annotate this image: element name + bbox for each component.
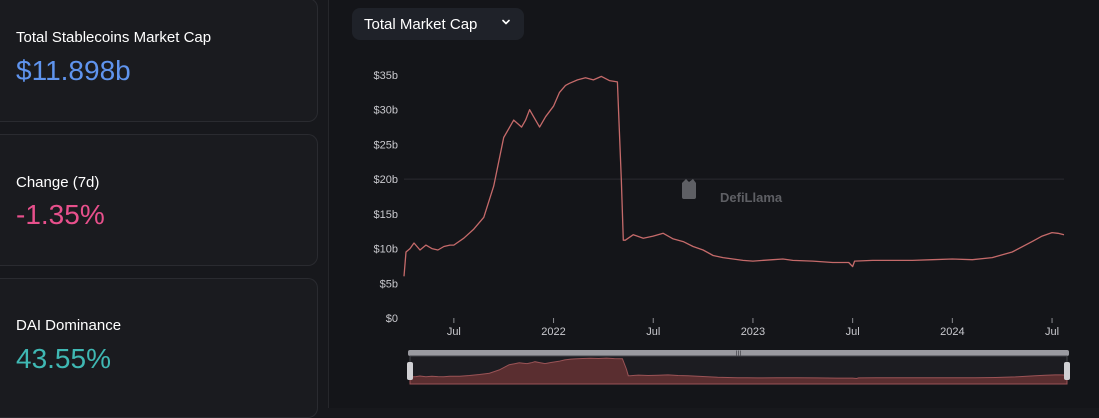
llama-logo-icon bbox=[682, 179, 696, 199]
change-7d-value: -1.35% bbox=[16, 199, 105, 230]
y-tick-label: $15b bbox=[374, 209, 398, 221]
brush-area-series bbox=[409, 357, 1068, 385]
market-cap-chart: $0 $5b $10b $15b $20b $25b $30b $35b Jul 2022 Jul 2… bbox=[374, 70, 1070, 385]
watermark: DefiLlama bbox=[682, 179, 783, 205]
change-7d-label: Change (7d) bbox=[16, 174, 100, 191]
total-market-cap-card: Total Stablecoins Market Cap $11.898b bbox=[0, 0, 318, 122]
watermark-text: DefiLlama bbox=[720, 190, 783, 205]
y-tick-label: $10b bbox=[374, 244, 398, 256]
x-tick-label: Jul bbox=[846, 326, 860, 338]
x-tick-label: 2022 bbox=[541, 326, 565, 338]
y-tick-label: $30b bbox=[374, 105, 398, 117]
dai-dominance-value: 43.55% bbox=[16, 343, 111, 374]
x-tick-label: 2023 bbox=[741, 326, 765, 338]
brush-right-handle[interactable] bbox=[1064, 362, 1070, 380]
y-tick-label: $35b bbox=[374, 70, 398, 82]
dai-dominance-label: DAI Dominance bbox=[16, 317, 122, 334]
total-market-cap-value: $11.898b bbox=[16, 55, 131, 86]
x-tick-label: Jul bbox=[1045, 326, 1059, 338]
change-7d-card: Change (7d) -1.35% bbox=[0, 134, 318, 266]
x-tick-label: Jul bbox=[646, 326, 660, 338]
dai-dominance-card: DAI Dominance 43.55% bbox=[0, 278, 318, 418]
brush-top-bar[interactable] bbox=[408, 350, 1069, 356]
x-tick-label: 2024 bbox=[940, 326, 964, 338]
chart-panel bbox=[328, 0, 1099, 408]
brush-grip-icon: ||| bbox=[736, 351, 742, 358]
total-market-cap-label: Total Stablecoins Market Cap bbox=[16, 29, 212, 46]
y-tick-label: $20b bbox=[374, 174, 398, 186]
y-tick-label: $5b bbox=[380, 278, 398, 290]
x-tick-label: Jul bbox=[447, 326, 461, 338]
market-cap-line bbox=[403, 75, 1065, 277]
chevron-down-icon bbox=[502, 19, 510, 25]
metric-dropdown-label: Total Market Cap bbox=[364, 15, 478, 33]
brush-left-handle[interactable] bbox=[407, 362, 413, 380]
y-tick-label: $0 bbox=[386, 313, 398, 325]
metric-dropdown[interactable]: Total Market Cap bbox=[352, 8, 524, 40]
y-tick-label: $25b bbox=[374, 139, 398, 151]
